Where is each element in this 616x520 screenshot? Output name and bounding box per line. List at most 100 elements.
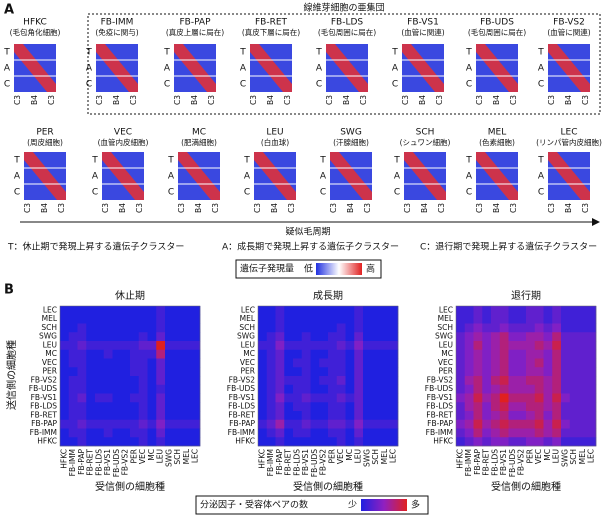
heatmap-cell xyxy=(86,419,96,429)
heatmap-cell xyxy=(569,437,579,447)
heatmap-cell xyxy=(517,314,527,324)
row-label: SCH xyxy=(437,323,453,332)
heatmap-cell xyxy=(293,428,303,438)
cell-name: MEL xyxy=(488,128,506,138)
heatmap-cell xyxy=(310,341,320,351)
expression-band xyxy=(96,44,138,92)
col-label: LEC xyxy=(389,449,398,463)
heatmap-cell xyxy=(517,349,527,359)
heatmap-cell xyxy=(319,419,329,429)
heatmap-cell xyxy=(354,437,364,447)
heatmap-cell xyxy=(68,314,78,324)
row-label: FB-IMM xyxy=(228,428,255,437)
heatmap-cell xyxy=(182,314,192,324)
expression-band xyxy=(548,44,590,92)
col-label: LEU xyxy=(552,449,561,463)
heatmap-cell xyxy=(147,358,157,368)
heatmap-cell xyxy=(156,314,166,324)
heatmap-cell xyxy=(499,314,509,324)
heatmap-cell xyxy=(552,393,562,403)
heatmap-cell xyxy=(301,341,311,351)
col-label: LEU xyxy=(156,449,165,463)
col-tick: C3 xyxy=(509,203,518,213)
heatmap-cell xyxy=(569,349,579,359)
heatmap-cell xyxy=(319,428,329,438)
heatmap-cell xyxy=(508,314,518,324)
heatmap-cell xyxy=(569,402,579,412)
heatmap-cell xyxy=(456,419,466,429)
heatmap-cell xyxy=(389,402,399,412)
heatmap-cell xyxy=(182,411,192,421)
col-label: SCH xyxy=(173,449,182,465)
heatmap-cell xyxy=(319,411,329,421)
col-label: MC xyxy=(345,449,354,461)
heatmap-cell xyxy=(464,428,474,438)
heatmap-cell xyxy=(587,306,597,316)
heatmap-cell xyxy=(77,393,87,403)
heatmap-cell xyxy=(284,384,294,394)
heatmap-cell xyxy=(363,306,373,316)
row-label: FB-UDS xyxy=(29,384,57,393)
col-label: VEC xyxy=(138,449,147,464)
heatmap-cell xyxy=(293,437,303,447)
col-label: FB-VS2 xyxy=(319,449,328,476)
heatmap-cell xyxy=(345,428,355,438)
heatmap-cell xyxy=(77,419,87,429)
heatmap-cell xyxy=(363,349,373,359)
row-tick: A xyxy=(538,172,545,182)
heatmap-cell xyxy=(138,358,148,368)
heatmap-cell xyxy=(456,314,466,324)
heatmap-cell xyxy=(526,341,536,351)
cell-desc: (白血球) xyxy=(261,137,289,147)
heatmap-cell xyxy=(121,402,131,412)
heatmap-cell xyxy=(578,393,588,403)
col-tick: C3 xyxy=(177,203,186,213)
heatmap-cell xyxy=(191,332,201,342)
heatmap-cell xyxy=(301,314,311,324)
heatmap-cell xyxy=(266,358,276,368)
heatmap-cell xyxy=(86,306,96,316)
heatmap-cell xyxy=(380,411,390,421)
heatmap-cell xyxy=(526,306,536,316)
col-label: FB-UDS xyxy=(508,449,517,477)
heatmap-cell xyxy=(464,341,474,351)
heatmap-cell xyxy=(526,428,536,438)
heatmap-cell xyxy=(363,437,373,447)
heatmap-cell xyxy=(380,437,390,447)
heatmap-cell xyxy=(380,341,390,351)
heatmap-cell xyxy=(336,384,346,394)
col-label: PER xyxy=(129,449,138,463)
heatmap-cell xyxy=(482,411,492,421)
panel-label: B xyxy=(4,283,14,298)
heatmap-cell xyxy=(173,306,183,316)
heatmap-cell xyxy=(578,332,588,342)
heatmap-cell xyxy=(328,411,338,421)
heatmap-cell xyxy=(284,341,294,351)
heatmap-cell xyxy=(258,341,268,351)
heatmap-cell xyxy=(173,411,183,421)
heatmap-cell xyxy=(60,358,70,368)
heatmap-cell xyxy=(182,367,192,377)
heatmap-cell xyxy=(112,376,122,386)
col-tick: C3 xyxy=(23,203,32,213)
heatmap-cell xyxy=(310,349,320,359)
heatmap-cell xyxy=(336,411,346,421)
heatmap-cell xyxy=(147,384,157,394)
heatmap-cell xyxy=(578,411,588,421)
heatmap-cell xyxy=(371,402,381,412)
col-tick: B4 xyxy=(564,203,573,213)
colorbar-title: 分泌因子・受容体ペアの数 xyxy=(200,499,308,511)
heatmap-cell xyxy=(491,358,501,368)
row-tick: C xyxy=(538,188,544,198)
heatmap-cell xyxy=(275,367,285,377)
heatmap-cell xyxy=(561,411,571,421)
heatmap-cell xyxy=(578,384,588,394)
heatmap-cell xyxy=(526,332,536,342)
heatmap-cell xyxy=(328,384,338,394)
heatmap-cell xyxy=(173,349,183,359)
heatmap-cell xyxy=(156,437,166,447)
heatmap-cell xyxy=(389,341,399,351)
heatmap-cell xyxy=(182,332,192,342)
heatmap-cell xyxy=(587,437,597,447)
heatmap-cell xyxy=(284,358,294,368)
